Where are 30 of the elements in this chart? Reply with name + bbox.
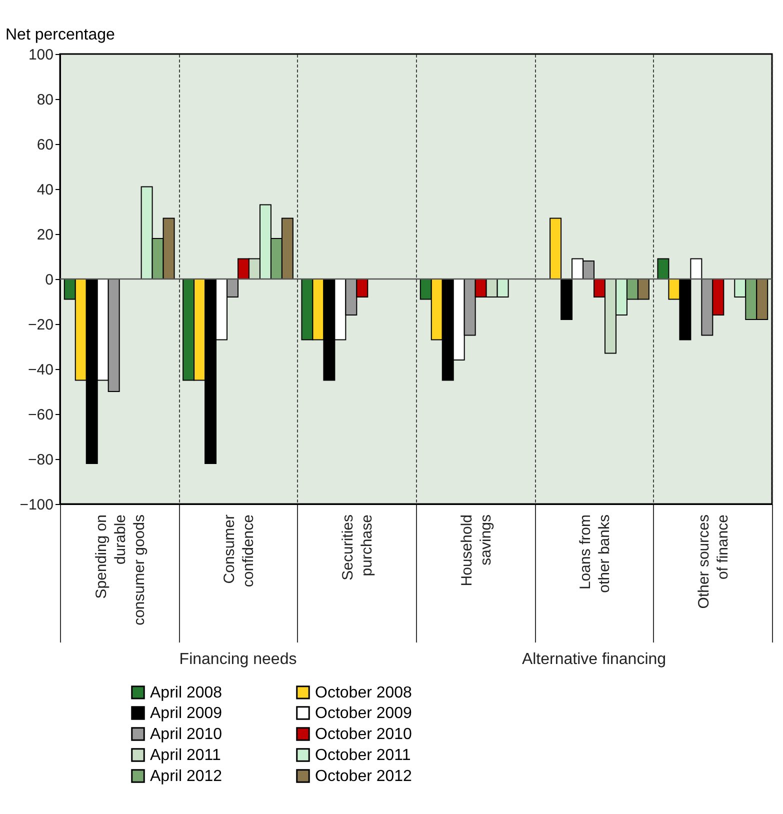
x-tick-label: Other sources of finance [696,514,732,609]
legend-label: April 2012 [150,768,222,785]
x-tick-label: Consumer confidence [221,514,257,588]
legend-label: October 2009 [315,705,412,722]
text: Alternative financing [522,651,666,668]
y-tick-label: 80 [36,92,54,108]
legend-label: April 2009 [150,705,222,722]
legend-label: October 2010 [315,726,412,743]
x-tick-label: Securities purchase [340,514,376,580]
y-tick-label: −40 [28,362,54,378]
x-tick-label: Spending on durable consumer goods [92,514,148,626]
y-tick-label: 60 [36,136,54,154]
y-axis-title: Net percentage [6,26,116,44]
legend-label: October 2011 [315,747,411,764]
legend-label: October 2008 [315,684,412,702]
y-tick-label: 40 [36,182,54,198]
y-tick-label: 100 [28,46,54,64]
x-tick-label: Loans from other banks [577,514,613,593]
legend-label: April 2011 [150,747,221,764]
y-tick-label: −60 [28,406,54,424]
x-tick-label: Household savings [458,514,494,586]
text: Financing needs [179,651,297,668]
y-tick-label: 0 [45,272,54,288]
y-tick-label: 20 [36,226,54,244]
y-tick-label: −20 [28,316,54,334]
legend-label: October 2012 [315,768,412,785]
legend-label: April 2010 [150,726,222,743]
legend-label: April 2008 [150,684,222,702]
y-tick-label: −100 [20,496,54,514]
y-tick-label: −80 [28,452,54,468]
